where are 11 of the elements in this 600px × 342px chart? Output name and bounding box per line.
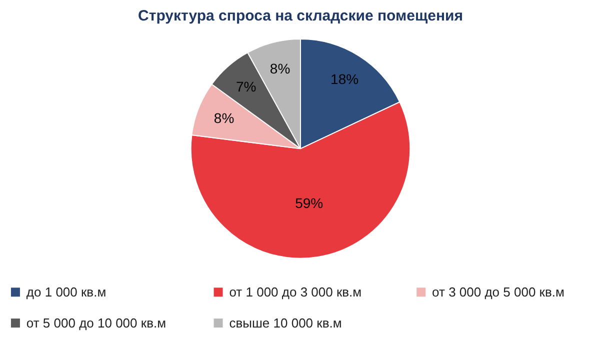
legend-label: от 3 000 до 5 000 кв.м	[432, 284, 564, 300]
data-label: 8%	[270, 60, 290, 77]
data-label: 18%	[330, 70, 359, 87]
chart-title: Структура спроса на складские помещения	[138, 8, 463, 24]
legend-label: до 1 000 кв.м	[26, 284, 106, 300]
legend-label: свыше 10 000 кв.м	[229, 316, 342, 331]
legend-label: от 1 000 до 3 000 кв.м	[229, 284, 362, 300]
data-label: 59%	[295, 195, 324, 212]
data-label: 8%	[214, 110, 234, 126]
legend-label: от 5 000 до 10 000 кв.м	[26, 316, 166, 331]
data-label: 7%	[236, 78, 256, 95]
